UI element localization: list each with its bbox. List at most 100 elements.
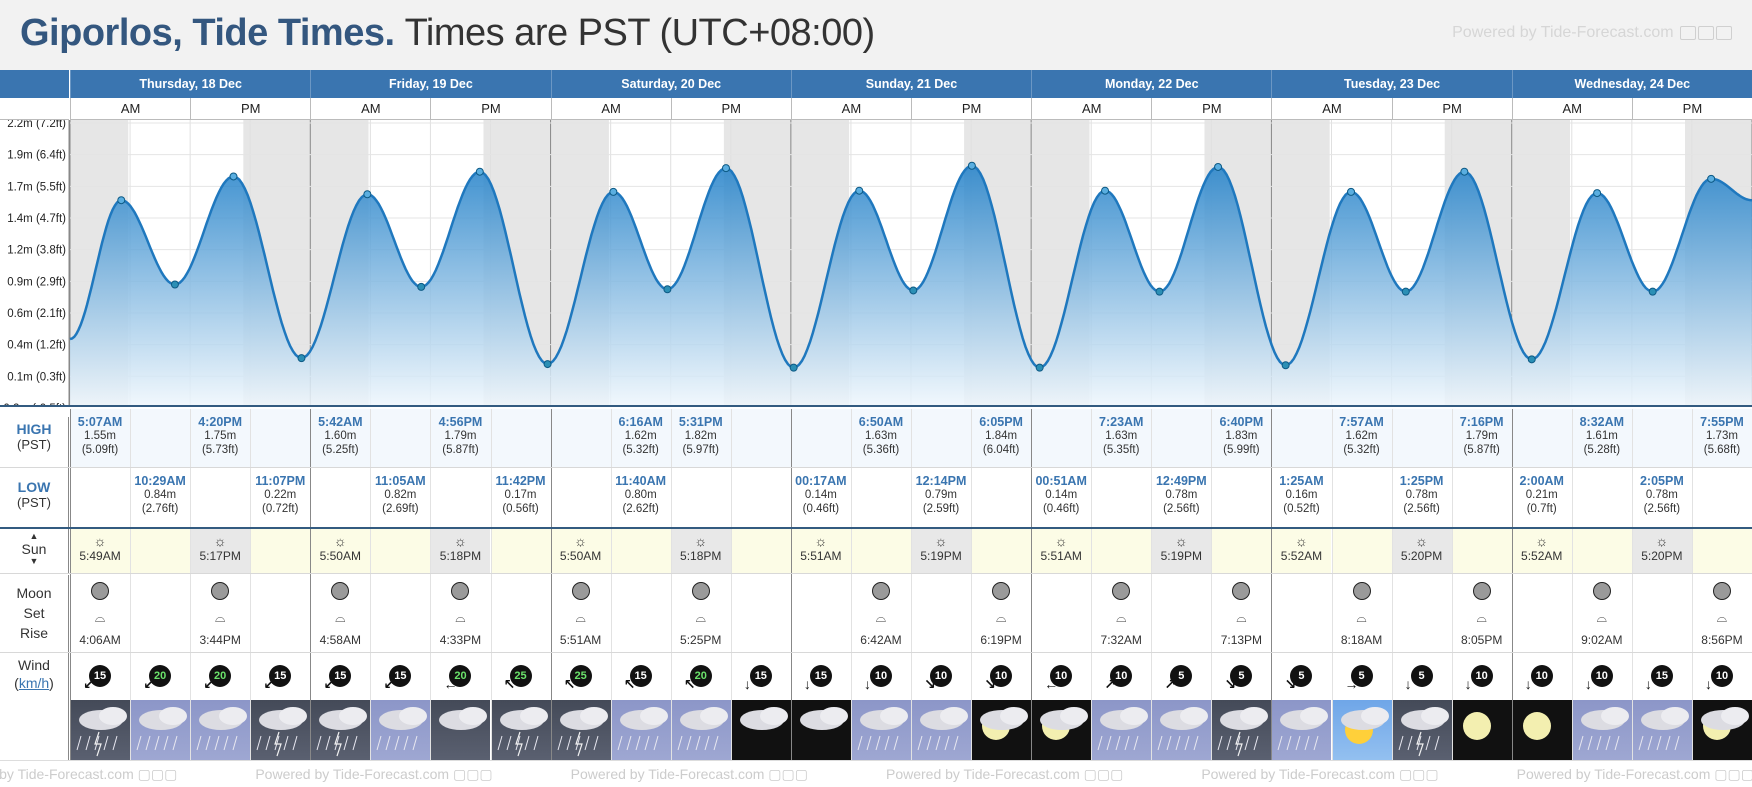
low-tide-feet: (2.69ft): [382, 503, 419, 515]
cloud-graphic: [219, 707, 248, 725]
powered-by[interactable]: Powered by Tide-Forecast.com: [1452, 24, 1732, 42]
low-tide-time: 11:07PM: [255, 474, 306, 488]
wind-direction-icon: ↓: [1464, 676, 1472, 692]
cloud-graphic: [1360, 707, 1389, 725]
high-tide-feet: (6.04ft): [982, 444, 1020, 456]
high-tide-cell: 7:16PM 1.79m (5.87ft): [1452, 415, 1512, 457]
high-tide-time: 5:31PM: [678, 415, 723, 429]
wind-speed-badge: 10: [1710, 665, 1733, 687]
high-tide-point: [1707, 174, 1716, 183]
rain-graphic: [1425, 735, 1431, 751]
rain-graphic: [935, 735, 941, 751]
low-tide-meters: 0.16m: [1285, 489, 1318, 501]
y-tick-label: 0.9m (2.9ft): [7, 276, 66, 288]
rain-graphic: [1124, 735, 1130, 751]
wind-direction-icon: ↓: [863, 676, 871, 692]
rain-graphic: [1133, 735, 1139, 751]
weather-graphic: [980, 707, 1029, 740]
column-divider: [1091, 409, 1093, 760]
row-divider: [0, 467, 1752, 468]
moonrise-icon: ⌓: [1476, 610, 1487, 625]
high-tide-meters: 1.55m: [84, 430, 117, 442]
wind-direction-icon: ↓: [1644, 676, 1652, 692]
logo-icon: [1716, 25, 1732, 40]
wind-unit-link[interactable]: km/h: [18, 675, 50, 691]
high-tide-point: [1101, 186, 1110, 195]
low-tide-cell: 00:17AM 0.14m (0.46ft): [791, 474, 851, 516]
wind-speed-badge: 15: [749, 665, 772, 687]
rain-graphic: [1244, 735, 1250, 751]
low-tide-meters: 0.79m: [925, 489, 958, 501]
sun-cell-bg: [1451, 529, 1512, 573]
column-divider: [670, 409, 672, 760]
weather-graphic: [677, 707, 728, 751]
wind-speed-badge: 5: [1350, 665, 1373, 687]
moonrise-time: 5:25PM: [680, 633, 722, 647]
high-tide-time: 6:50AM: [858, 415, 904, 429]
low-tide-feet: (0.46ft): [1042, 503, 1080, 515]
low-tide-feet: (0.52ft): [1283, 503, 1320, 515]
sun-cell-bg: [730, 529, 791, 573]
high-tide-point: [609, 187, 618, 196]
rain-weather-icon: [1632, 700, 1692, 760]
low-tide-feet: (0.56ft): [502, 503, 539, 515]
am-label: AM: [1031, 98, 1152, 120]
sun-cell-bg: [1691, 529, 1752, 573]
moon-rise-label: Rise: [19, 625, 48, 641]
cloud-graphic: [339, 707, 368, 725]
moon-phase-icon: [331, 582, 350, 600]
rain-graphic: [644, 735, 650, 751]
high-label: HIGH: [16, 421, 52, 437]
sunset-icon: ☼: [454, 533, 467, 549]
column-divider: [1031, 409, 1033, 760]
sunset-icon: ☼: [1174, 533, 1188, 549]
sun-cell: ☼ 5:51AM: [1031, 533, 1091, 563]
low-tide-feet: (0.72ft): [262, 503, 299, 515]
low-tide-point: [297, 354, 306, 363]
cloud-graphic: [99, 707, 127, 725]
rain-graphic: [1097, 735, 1103, 751]
low-label: LOW: [17, 479, 51, 495]
moon-phase-icon: [1352, 582, 1371, 600]
column-divider: [1631, 409, 1633, 760]
rain-graphic: [1157, 735, 1163, 751]
wind-speed-badge: 10: [990, 665, 1013, 687]
rain-graphic: [265, 735, 271, 751]
sun-time: 5:20PM: [1641, 549, 1683, 563]
pm-label: PM: [1391, 98, 1512, 120]
sun-cell-bg: [1631, 529, 1692, 573]
weather-graphic: [439, 707, 488, 730]
storm-dk-weather-icon: [311, 700, 371, 760]
rain-graphic: [506, 735, 511, 751]
sun-label: Sun: [21, 541, 47, 557]
column-divider: [70, 409, 71, 760]
column-divider: [190, 409, 192, 760]
timezone-label: Times are PST (UTC+08:00): [404, 12, 876, 54]
rain-graphic: [695, 735, 701, 751]
am-label: AM: [790, 98, 911, 120]
cloud-dk-weather-icon: [431, 700, 491, 760]
high-tide-time: 8:32AM: [1579, 415, 1625, 429]
high-tide-cell: 4:20PM 1.75m (5.73ft): [190, 415, 250, 457]
high-tide-meters: 1.84m: [985, 430, 1018, 442]
low-tide-time: 11:40AM: [615, 474, 667, 488]
weather-graphic: [557, 707, 608, 757]
rain-graphic: [1434, 735, 1440, 751]
column-divider: [1331, 409, 1333, 760]
moonrise-icon: ⌓: [335, 610, 346, 625]
high-tide-time: 6:05PM: [979, 415, 1023, 429]
rain-graphic: [1578, 735, 1584, 751]
column-divider: [1511, 409, 1513, 760]
high-tide-point: [967, 161, 976, 170]
sun-cell: ☼ 5:19PM: [911, 533, 971, 563]
moonrise-icon: ⌓: [215, 610, 226, 625]
wind-label: Wind: [18, 657, 50, 673]
moon-weather-icon: [1512, 700, 1572, 760]
row-divider: [0, 652, 1752, 653]
rain-graphic: [376, 735, 382, 751]
rain-weather-icon: [611, 700, 671, 760]
moonrise-time: 4:06AM: [79, 633, 121, 647]
high-tide-feet: (5.32ft): [1343, 444, 1380, 456]
column-divider: [971, 409, 973, 760]
axis-corner: [0, 70, 69, 98]
